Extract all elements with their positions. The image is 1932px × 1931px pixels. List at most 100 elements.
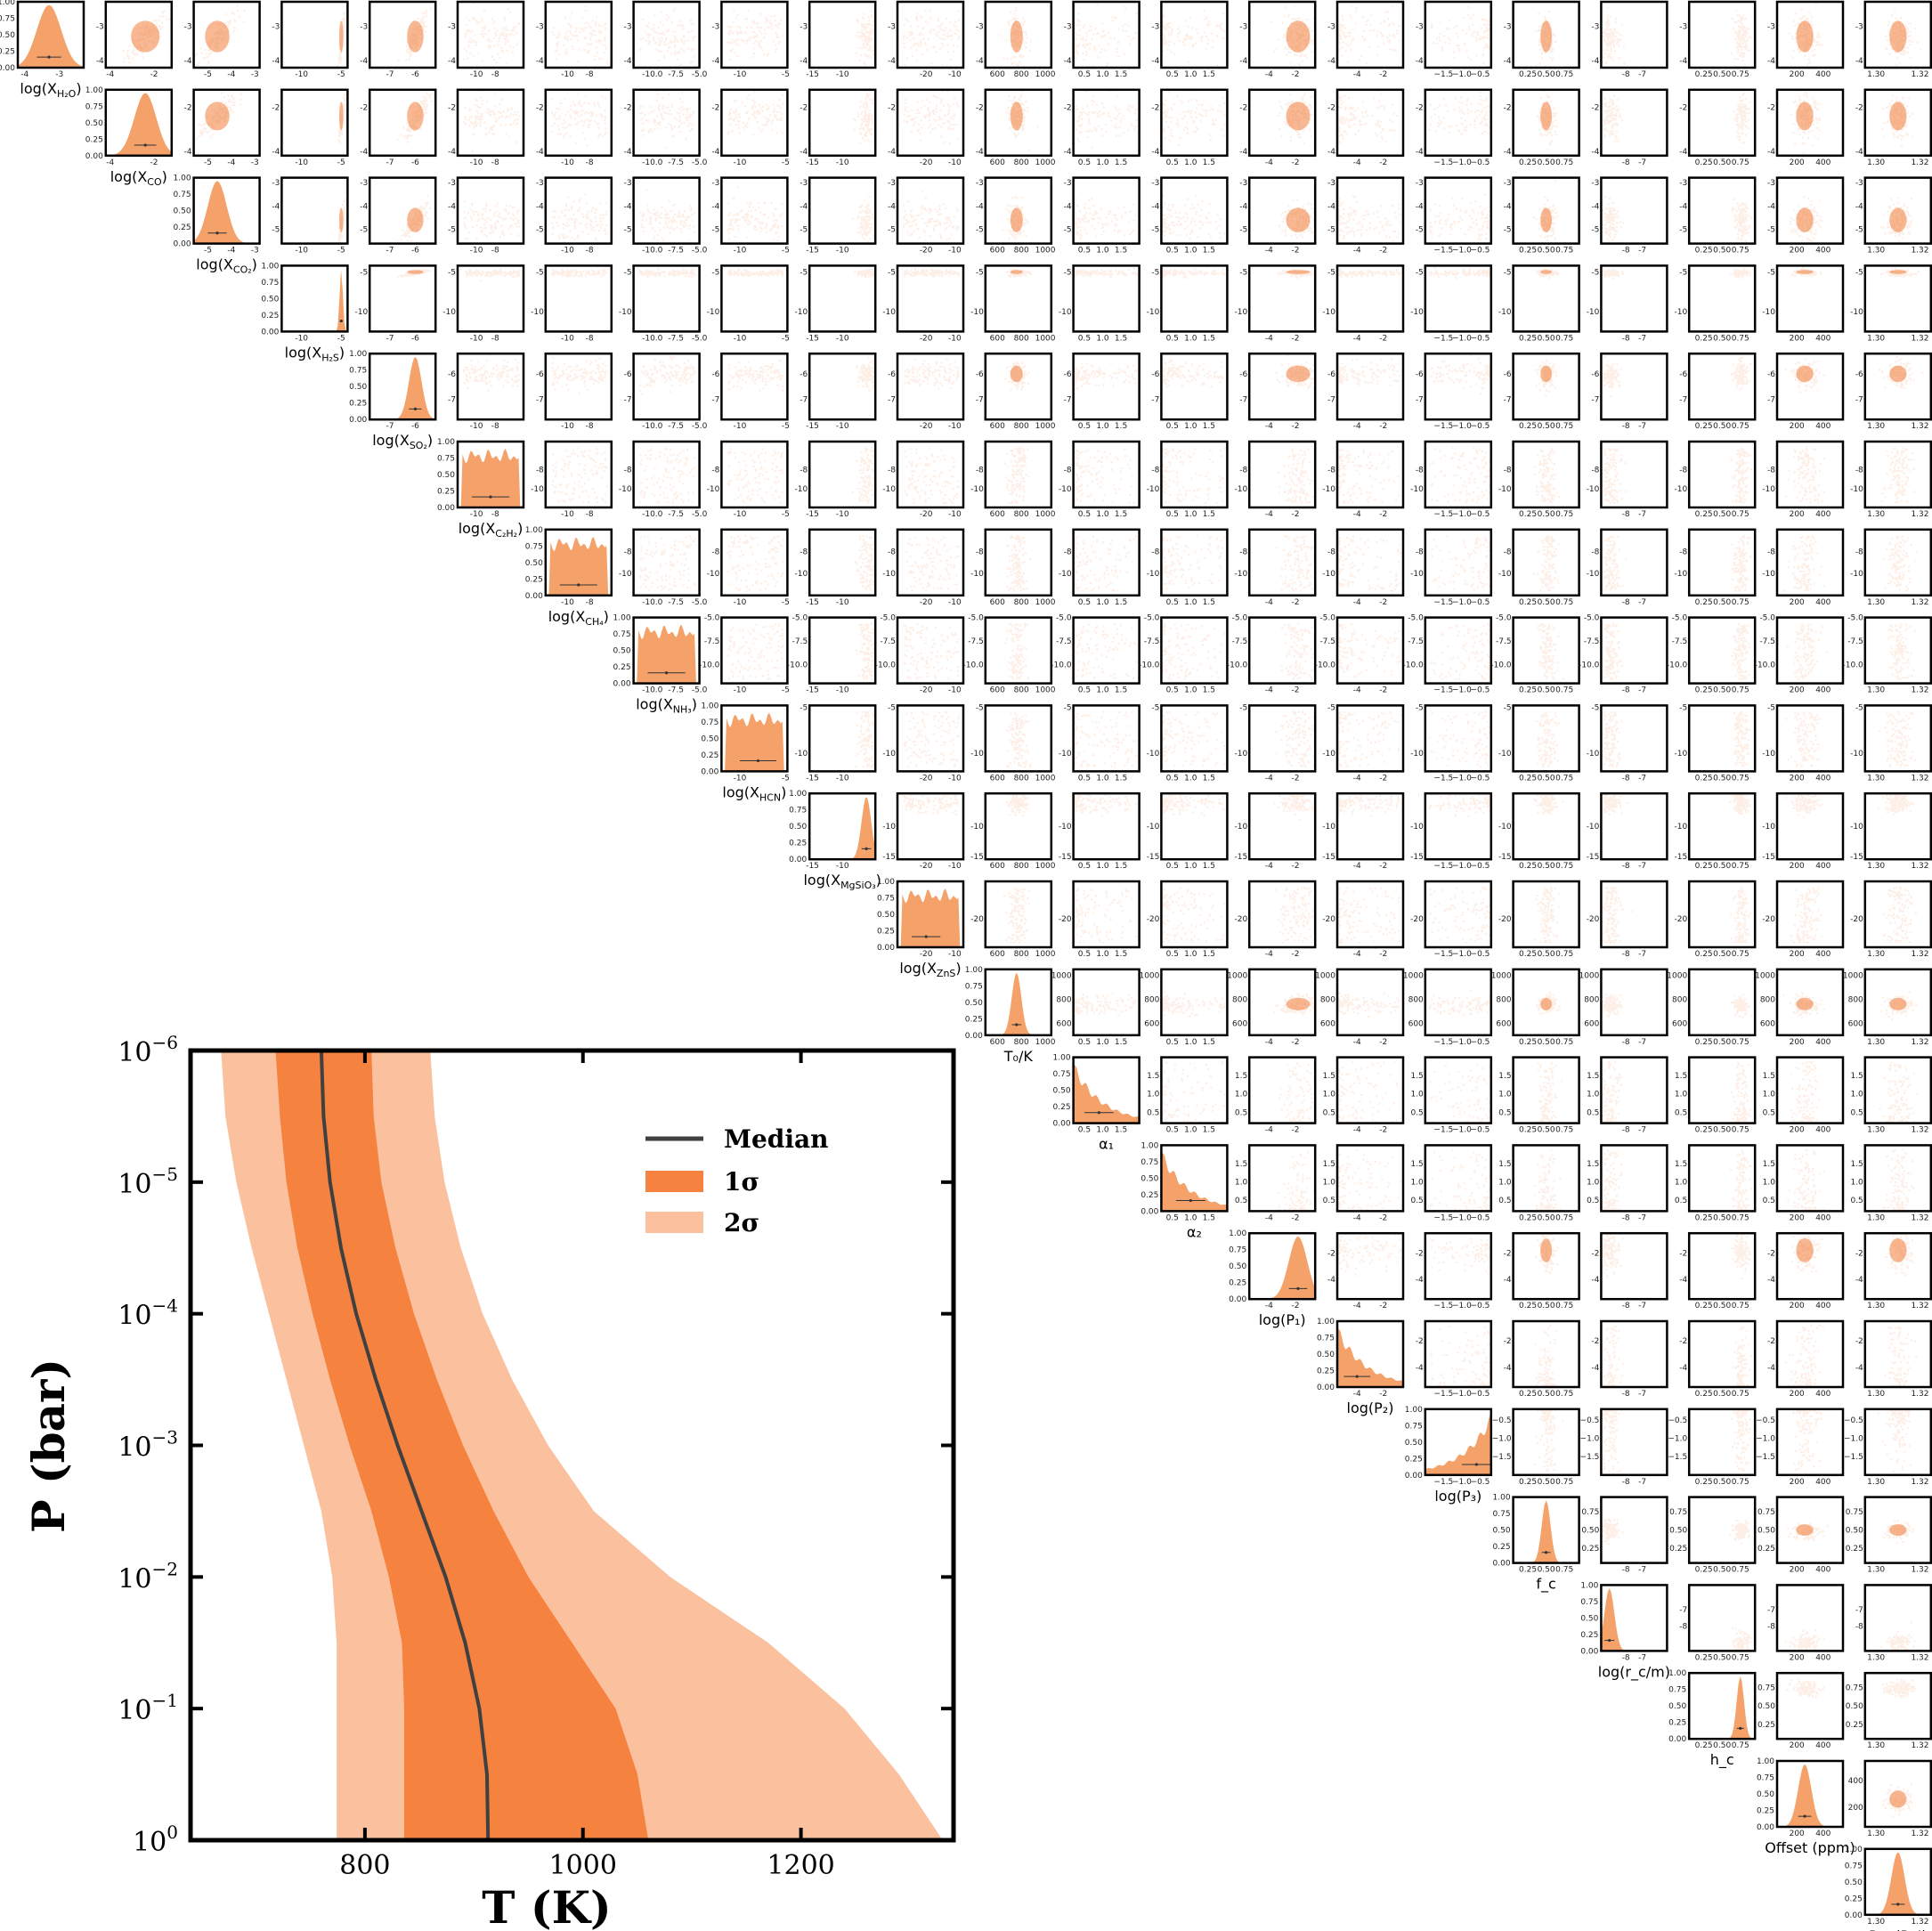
y-tick: -4	[360, 57, 368, 66]
density-core	[1796, 270, 1814, 274]
y-tick: -5	[800, 226, 808, 235]
panel-frame	[632, 264, 701, 333]
diag-y-tick: 0.00	[613, 680, 631, 689]
scatter-points	[463, 200, 521, 240]
scatter-dots	[550, 268, 607, 278]
y-tick: -6	[800, 370, 808, 379]
panel-frame	[984, 176, 1053, 245]
x-tick: 0.50	[1538, 598, 1555, 607]
x-tick: 0.25	[1695, 510, 1713, 519]
y-tick: -4	[888, 202, 896, 211]
scatter-dots	[1601, 535, 1628, 591]
y-tick: -3	[1591, 179, 1599, 188]
scatter-points	[727, 360, 784, 393]
density-core	[1286, 20, 1311, 53]
scatter-dots	[1601, 268, 1625, 280]
legend-1sigma-label: 1σ	[724, 1167, 759, 1197]
diag-y-tick: 1.00	[261, 262, 279, 271]
scatter-points	[551, 5, 608, 68]
scatter-points	[1275, 535, 1316, 593]
y-tick: -5	[1591, 269, 1599, 278]
scatter-panel-0-18: -4 -3 -8 -7	[1591, 0, 1668, 79]
y-tick: -4	[711, 202, 719, 211]
y-tick: -8	[711, 467, 719, 475]
x-tick: -8	[1622, 334, 1630, 343]
scatter-dots	[1279, 199, 1316, 244]
scatter-panel-5-14: -10 -8 -4 -2	[1234, 440, 1317, 519]
scatter-panel-6-13: -10 -8 0.5 1.0 1.5	[1147, 528, 1229, 607]
x-tick: -10	[948, 70, 962, 79]
x-tick: -10	[470, 70, 483, 79]
x-tick: 0.50	[1713, 510, 1731, 519]
scatter-panel-1-2: -4 -2 -5 -4 -3	[184, 88, 261, 167]
scatter-points	[1534, 447, 1561, 503]
density-core	[1889, 270, 1907, 274]
scatter-dots	[1601, 6, 1626, 68]
panel-frame	[280, 88, 349, 158]
y-tick: -10	[1147, 485, 1160, 494]
scatter-dots	[903, 89, 960, 144]
panel-frame	[280, 176, 349, 245]
y-tick: -4	[536, 57, 544, 66]
panel-frame	[1160, 264, 1229, 333]
panel-frame	[1512, 440, 1580, 509]
diag-x-tick: -3	[55, 70, 63, 79]
scatter-dots	[1731, 535, 1752, 592]
panel-frame	[1160, 88, 1229, 158]
x-tick: 0.75	[1555, 247, 1573, 256]
density-core	[1889, 20, 1907, 53]
x-tick: 0.5	[1078, 598, 1091, 607]
scatter-panel-6-14: -10 -8 -4 -2	[1234, 528, 1317, 607]
diag-y-tick: 1.00	[437, 438, 455, 447]
scatter-panel-3-21: -10 -5 1.30 1.32	[1850, 264, 1932, 343]
y-tick: -2	[1855, 104, 1863, 113]
panel-frame	[1775, 176, 1845, 245]
x-tick-label: 800	[339, 1850, 390, 1881]
scatter-panel-4-16: -7 -6 −1.5−1.0−0.5	[1416, 352, 1493, 431]
panel-frame	[1687, 264, 1757, 333]
x-tick: -4	[1265, 70, 1273, 79]
scatter-panel-3-10: -10 -5 -20 -10	[882, 264, 965, 343]
pt-bands	[221, 1050, 943, 1841]
density-core	[131, 20, 160, 53]
x-tick: -5.0	[692, 598, 708, 607]
y-tick: -4	[1151, 57, 1159, 66]
y-tick: -4	[1239, 202, 1247, 211]
y-tick: -3	[96, 22, 104, 31]
x-tick: -10	[836, 247, 849, 256]
x-tick: -4	[1353, 247, 1361, 256]
y-tick: -10	[970, 308, 984, 317]
x-tick: 0.50	[1538, 70, 1555, 79]
scatter-panel-3-17: -10 -5 0.25 0.50 0.75	[1498, 264, 1580, 343]
scatter-dots	[1337, 536, 1402, 592]
x-tick: -10	[561, 422, 574, 431]
y-tick: -8	[800, 467, 808, 475]
scatter-dots	[727, 360, 784, 393]
scatter-dots	[727, 9, 784, 61]
scatter-dots	[638, 267, 696, 278]
x-tick: 1.5	[1203, 334, 1215, 343]
scatter-panel-1-17: -4 -2 0.25 0.50 0.75	[1504, 88, 1580, 167]
scatter-dots	[464, 268, 521, 282]
x-tick: −0.5	[1471, 247, 1490, 256]
x-tick: -3	[251, 158, 259, 167]
y-tick: -5	[1151, 269, 1159, 278]
x-tick: 0.75	[1555, 510, 1573, 519]
y-tick: -2	[448, 104, 456, 113]
y-tick: -8	[536, 467, 544, 475]
y-tick: -2	[976, 104, 984, 113]
x-tick: 1.5	[1203, 247, 1215, 256]
y-tick: -10	[882, 570, 896, 579]
median-marker	[339, 319, 343, 323]
x-tick: 1.30	[1867, 70, 1885, 79]
y-tick: -4	[624, 57, 632, 66]
diag-y-tick: 0.75	[174, 191, 191, 199]
y-tick: -3	[448, 179, 456, 188]
y-tick: -3	[272, 179, 280, 188]
scatter-dots	[638, 355, 696, 395]
scatter-dots	[856, 356, 876, 392]
density-core	[205, 20, 230, 53]
panel-frame	[1335, 0, 1405, 69]
scatter-panel-7-8: -10.0 -7.5 -5.0 -10 -5	[699, 614, 790, 695]
x-tick: -20	[920, 334, 933, 343]
